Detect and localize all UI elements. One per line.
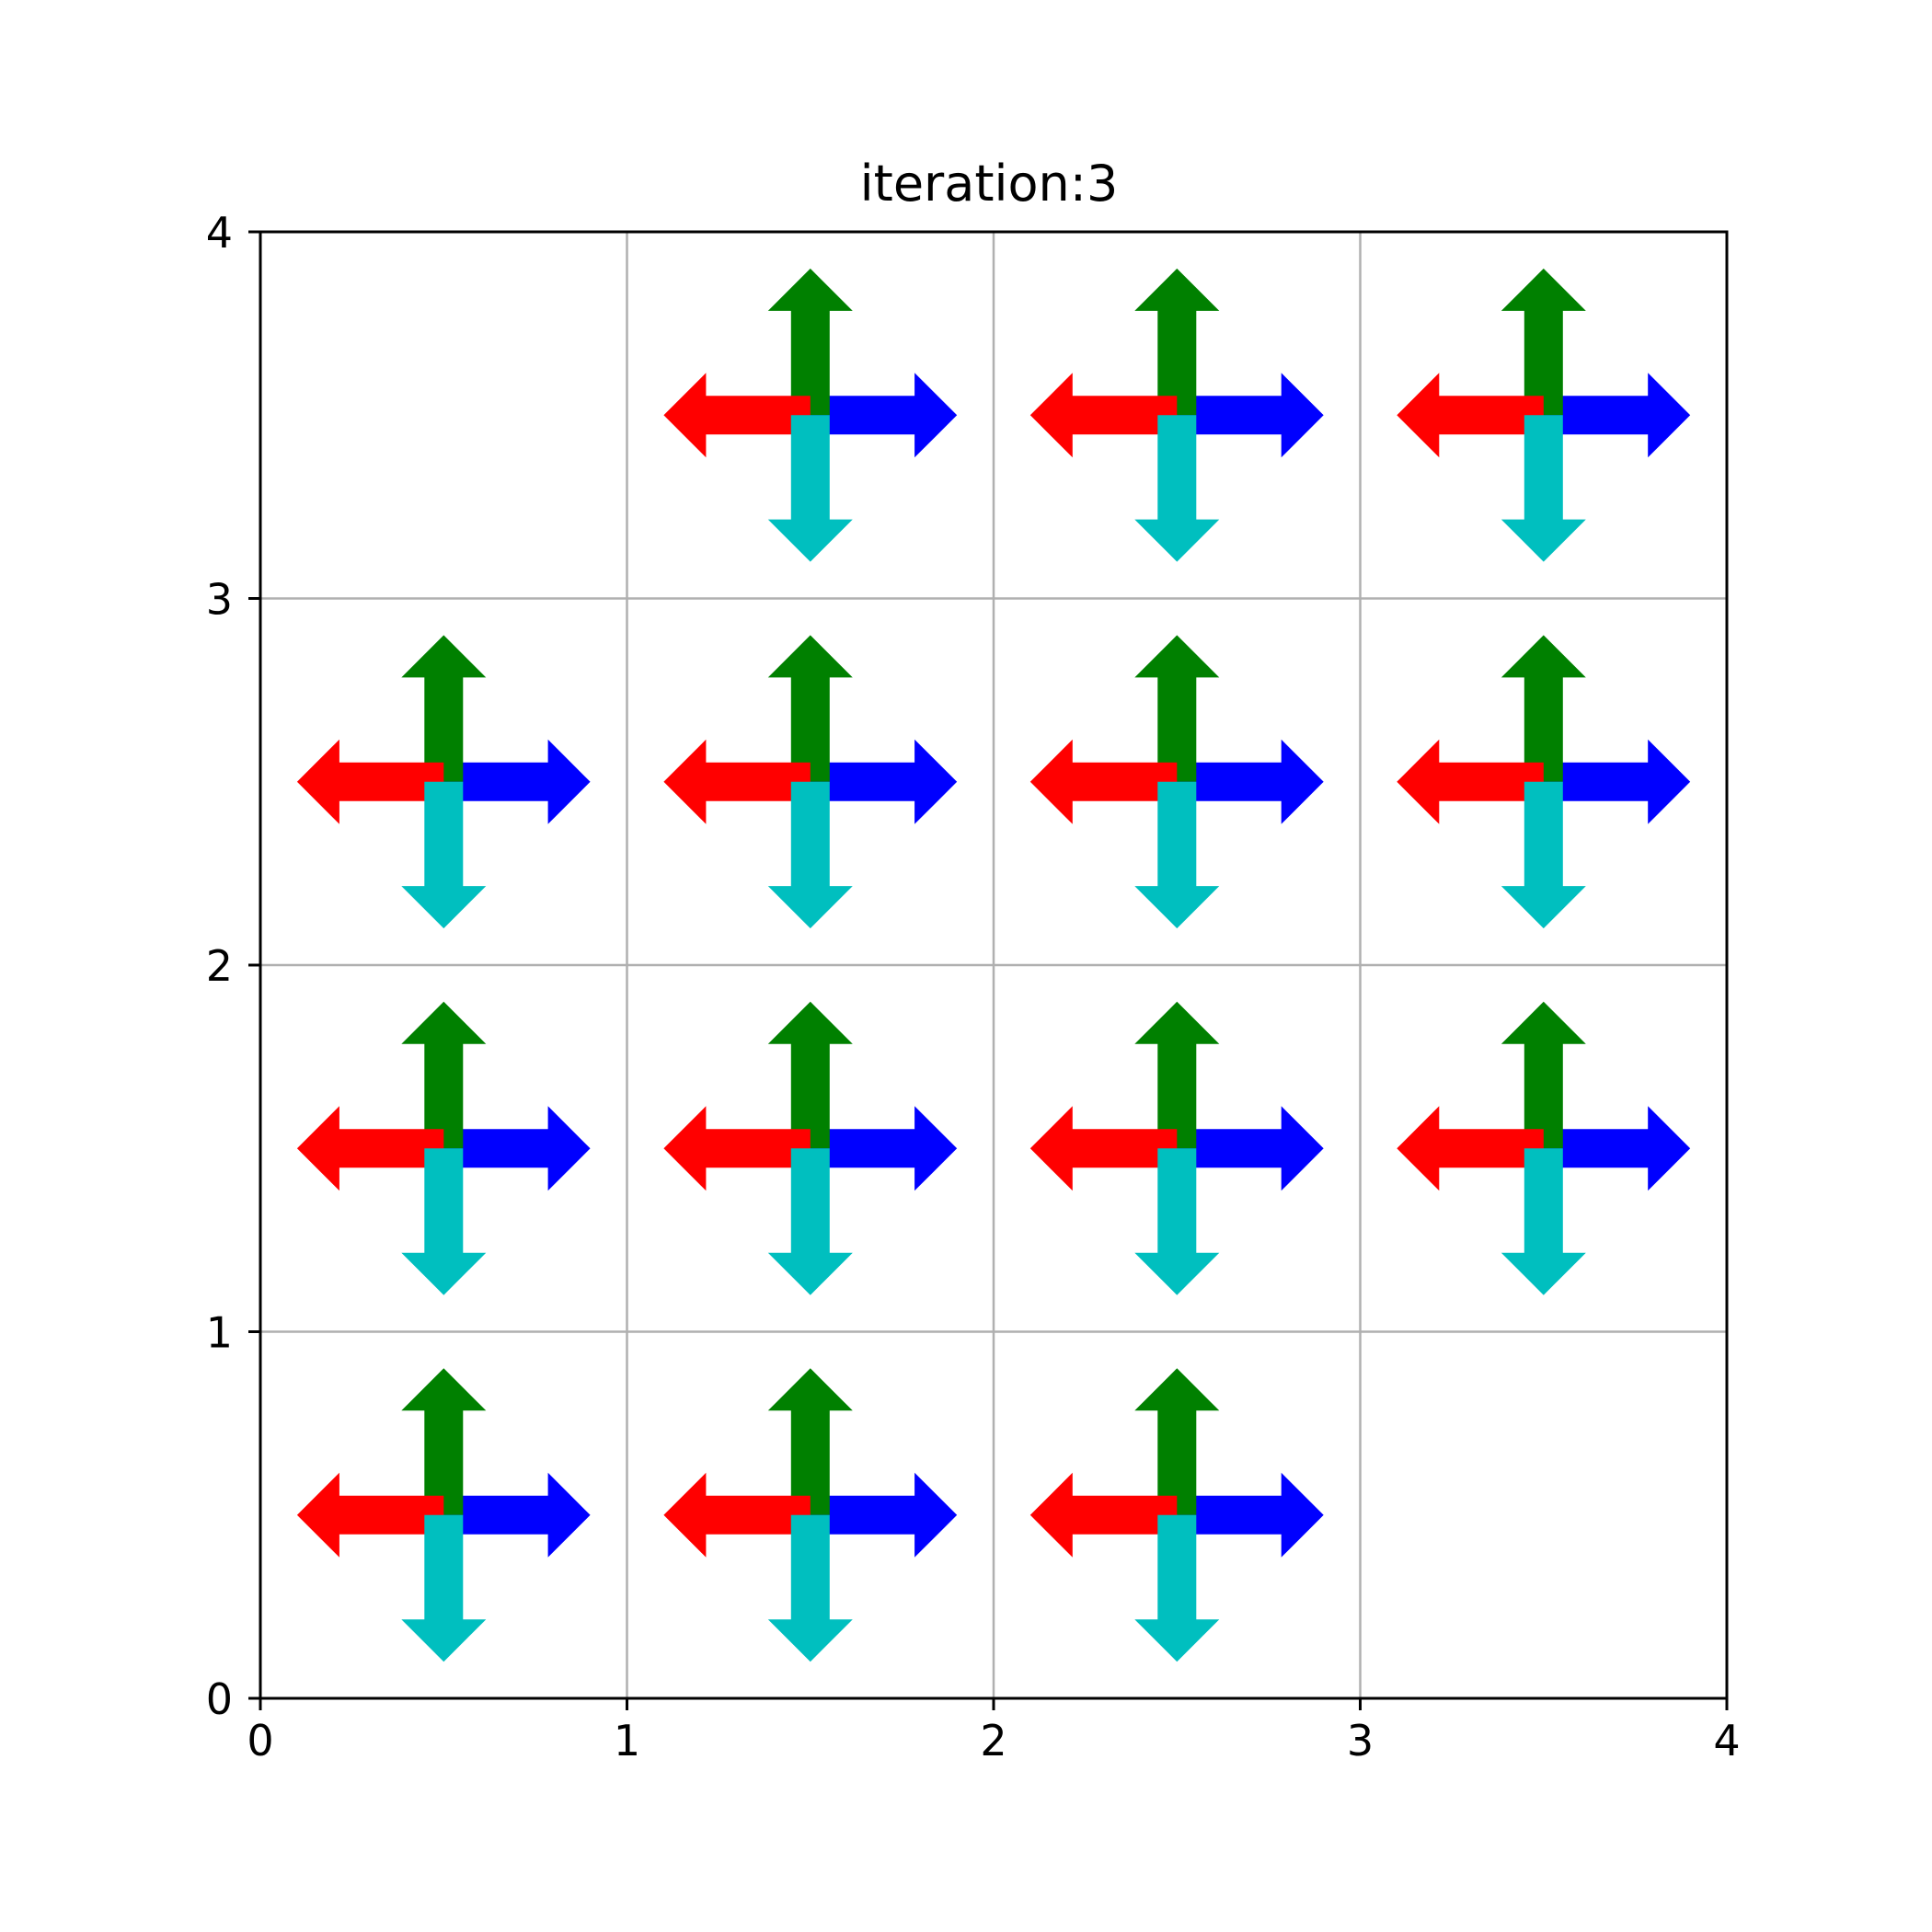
x-tick-label-2: 2 [980,1716,1006,1765]
arrow-down-cell-1 [1134,415,1220,562]
arrow-left-cell-5 [1029,739,1178,824]
arrow-left-cell-9 [1029,1106,1178,1191]
arrow-right-cell-5 [1177,739,1324,824]
y-tick-label-3: 3 [206,575,233,625]
arrow-down-cell-13 [1134,1514,1220,1662]
arrow-right-cell-2 [1543,373,1691,458]
y-tick-label-2: 2 [206,941,233,991]
x-tick-label-1: 1 [614,1716,640,1765]
arrow-down-cell-10 [1501,1148,1586,1295]
arrow-down-cell-9 [1134,1148,1220,1295]
arrow-down-cell-7 [401,1148,487,1295]
arrow-left-cell-0 [663,373,811,458]
arrow-down-cell-5 [1134,781,1220,929]
arrow-down-cell-11 [401,1514,487,1662]
arrow-up-cell-3 [401,635,487,782]
arrow-down-cell-12 [767,1514,853,1662]
arrow-right-cell-4 [810,739,958,824]
arrow-field [296,268,1691,1662]
arrow-down-cell-2 [1501,415,1586,562]
arrow-right-cell-6 [1543,739,1691,824]
arrow-up-cell-9 [1134,1001,1220,1149]
arrow-left-cell-10 [1397,1106,1544,1191]
arrow-down-cell-3 [401,781,487,929]
arrow-up-cell-10 [1501,1001,1586,1149]
x-tick-label-0: 0 [247,1716,273,1765]
arrow-right-cell-12 [810,1472,958,1558]
arrow-left-cell-3 [296,739,444,824]
y-tick-label-1: 1 [206,1308,233,1358]
arrow-up-cell-8 [767,1001,853,1149]
arrow-up-cell-2 [1501,268,1586,416]
arrow-down-cell-0 [767,415,853,562]
arrow-left-cell-1 [1029,373,1178,458]
arrow-left-cell-4 [663,739,811,824]
arrow-right-cell-8 [810,1106,958,1191]
arrow-right-cell-7 [443,1106,591,1191]
arrow-up-cell-6 [1501,635,1586,782]
arrow-down-cell-8 [767,1148,853,1295]
arrow-right-cell-10 [1543,1106,1691,1191]
arrow-right-cell-3 [443,739,591,824]
arrow-up-cell-0 [767,268,853,416]
arrow-right-cell-11 [443,1472,591,1558]
arrow-up-cell-7 [401,1001,487,1149]
y-tick-label-0: 0 [206,1674,233,1724]
arrow-left-cell-11 [296,1472,444,1558]
arrow-left-cell-12 [663,1472,811,1558]
arrow-left-cell-6 [1397,739,1544,824]
arrow-left-cell-13 [1029,1472,1178,1558]
arrow-down-cell-6 [1501,781,1586,929]
arrow-up-cell-4 [767,635,853,782]
arrow-up-cell-12 [767,1368,853,1515]
arrow-up-cell-5 [1134,635,1220,782]
arrow-right-cell-9 [1177,1106,1324,1191]
arrow-left-cell-7 [296,1106,444,1191]
arrow-right-cell-0 [810,373,958,458]
x-tick-label-3: 3 [1347,1716,1374,1765]
arrow-right-cell-13 [1177,1472,1324,1558]
arrow-up-cell-13 [1134,1368,1220,1515]
arrow-down-cell-4 [767,781,853,929]
arrow-left-cell-8 [663,1106,811,1191]
y-tick-label-4: 4 [206,208,233,258]
chart-title: iteration:3 [860,155,1119,213]
x-tick-label-4: 4 [1713,1716,1740,1765]
axis-ticks: 0 1 2 3 4 0 1 2 3 4 [206,208,1741,1765]
arrow-right-cell-1 [1177,373,1324,458]
arrow-left-cell-2 [1397,373,1544,458]
arrow-up-cell-1 [1134,268,1220,416]
arrow-up-cell-11 [401,1368,487,1515]
